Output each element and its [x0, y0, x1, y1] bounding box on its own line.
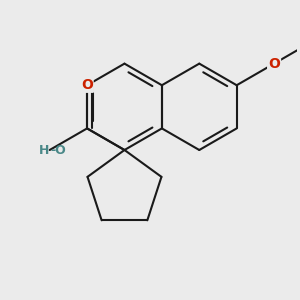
- Text: O: O: [81, 78, 93, 92]
- Text: H: H: [39, 143, 50, 157]
- Text: O: O: [268, 57, 280, 70]
- Text: -O: -O: [51, 143, 66, 157]
